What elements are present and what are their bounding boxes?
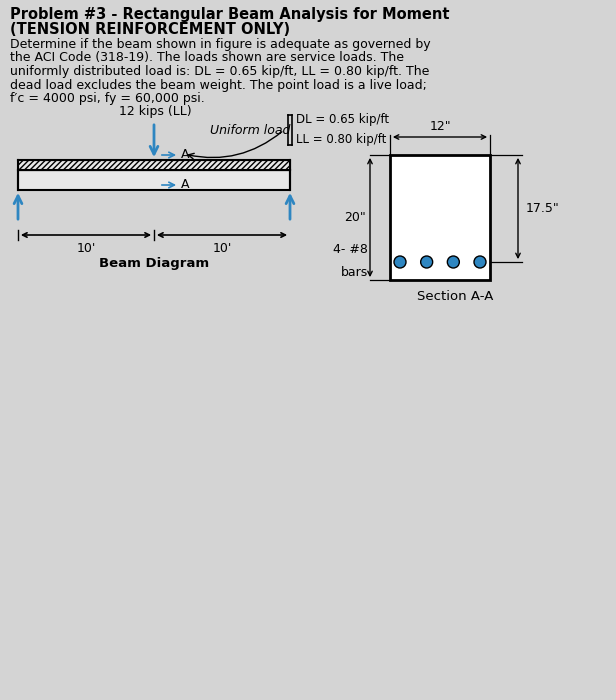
Text: the ACI Code (318-19). The loads shown are service loads. The: the ACI Code (318-19). The loads shown a… [10, 52, 404, 64]
Text: Determine if the beam shown in figure is adequate as governed by: Determine if the beam shown in figure is… [10, 38, 431, 51]
Text: 10': 10' [213, 242, 232, 255]
Circle shape [447, 256, 460, 268]
Text: DL = 0.65 kip/ft: DL = 0.65 kip/ft [296, 113, 389, 127]
Text: 20": 20" [344, 211, 366, 224]
Bar [18, 160, 290, 170]
Text: dead load excludes the beam weight. The point load is a live load;: dead load excludes the beam weight. The … [10, 78, 427, 92]
Bar [18, 170, 290, 190]
Text: uniformly distributed load is: DL = 0.65 kip/ft, LL = 0.80 kip/ft. The: uniformly distributed load is: DL = 0.65… [10, 65, 429, 78]
Text: Uniform load: Uniform load [210, 123, 290, 136]
Circle shape [474, 256, 486, 268]
Text: LL = 0.80 kip/ft: LL = 0.80 kip/ft [296, 134, 386, 146]
Text: 12": 12" [429, 120, 451, 133]
Text: 12 kips (LL): 12 kips (LL) [119, 105, 192, 118]
Text: 10': 10' [76, 242, 95, 255]
Text: Problem #3 - Rectangular Beam Analysis for Moment: Problem #3 - Rectangular Beam Analysis f… [10, 7, 450, 22]
Circle shape [421, 256, 432, 268]
Text: A: A [181, 178, 190, 192]
Text: f′c = 4000 psi, fy = 60,000 psi.: f′c = 4000 psi, fy = 60,000 psi. [10, 92, 205, 105]
Bar [18, 170, 290, 180]
Circle shape [394, 256, 406, 268]
Text: (TENSION REINFORCEMENT ONLY): (TENSION REINFORCEMENT ONLY) [10, 22, 290, 37]
Text: bars: bars [341, 266, 368, 279]
Text: A: A [181, 148, 190, 162]
Text: Section A-A: Section A-A [417, 290, 493, 303]
Text: Beam Diagram: Beam Diagram [99, 257, 209, 270]
Bar [390, 155, 490, 280]
Text: 17.5": 17.5" [526, 202, 560, 215]
Text: 4- #8: 4- #8 [333, 243, 368, 256]
